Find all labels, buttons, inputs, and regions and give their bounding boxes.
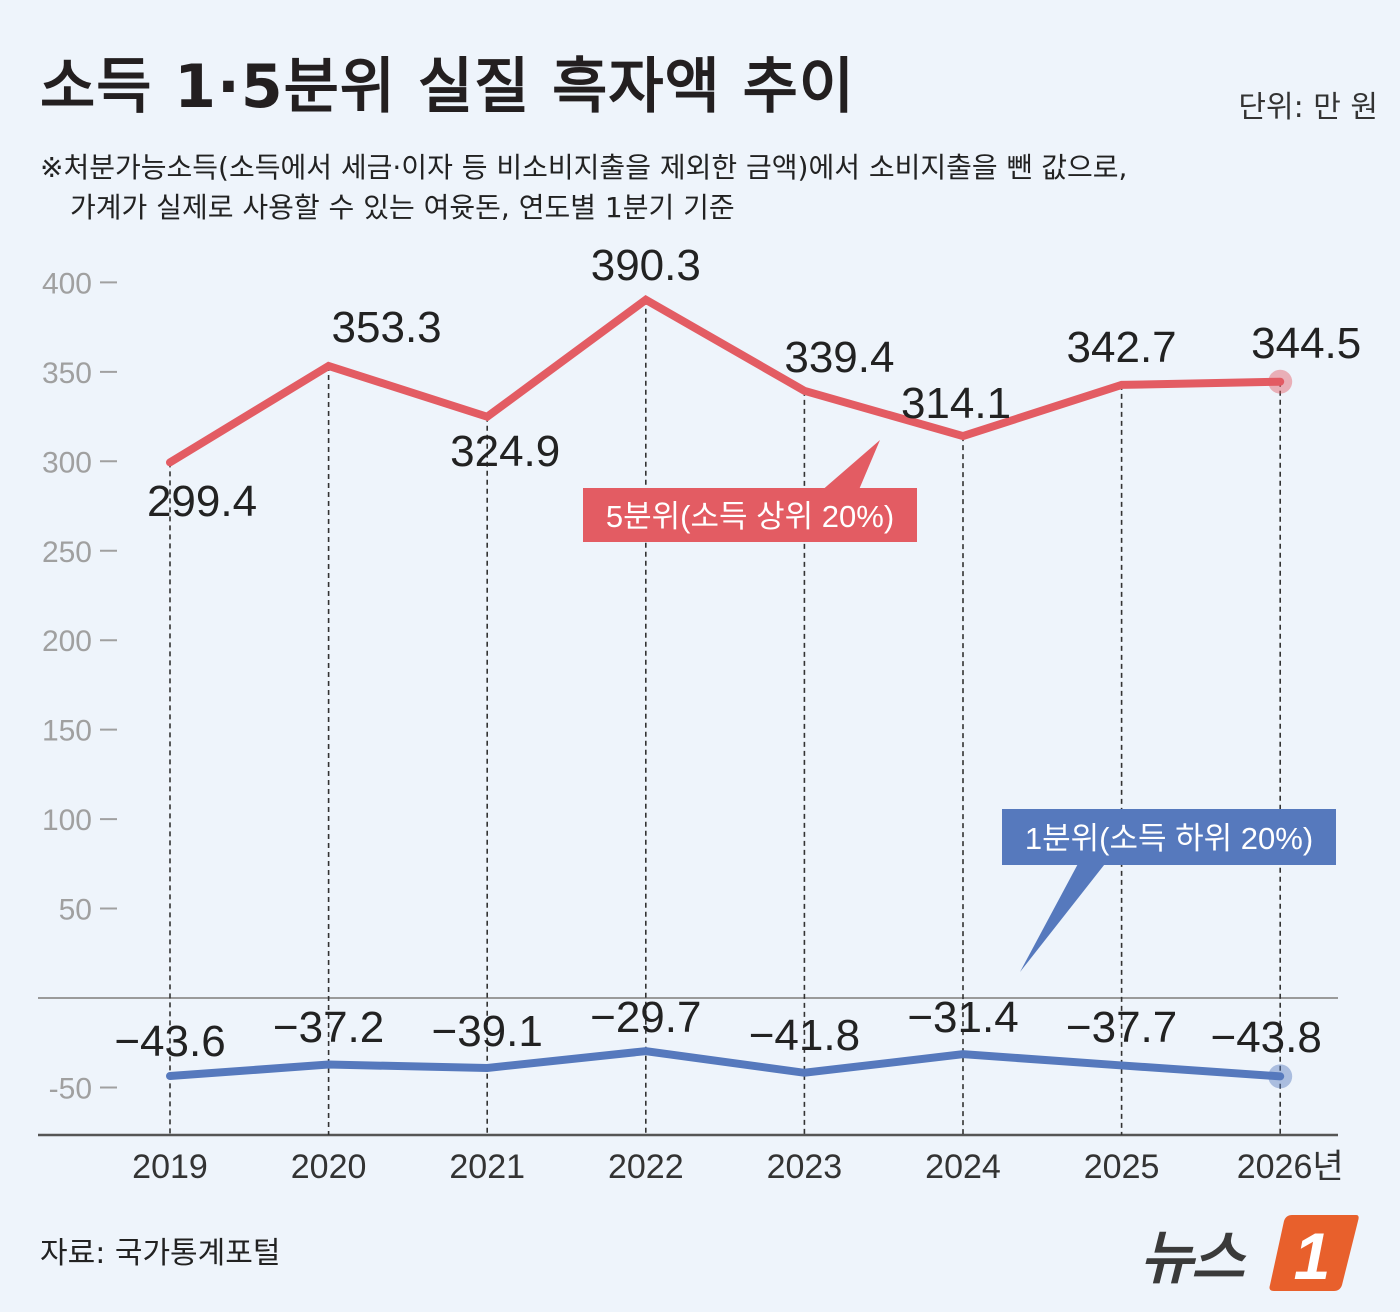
- source-label: 자료: 국가통계포털: [40, 1236, 281, 1271]
- y-tick-label: 250: [42, 536, 92, 569]
- logo-badge-label: 1: [1294, 1219, 1331, 1293]
- y-tick-label: 300: [42, 446, 92, 479]
- y-tick-label: 150: [42, 715, 92, 748]
- logo-wordmark: 뉴스: [1140, 1224, 1245, 1292]
- y-tick-label: 50: [59, 894, 92, 927]
- y-tick-label: 100: [42, 804, 92, 837]
- data-label-bottom: −43.6: [114, 1017, 225, 1066]
- data-label-top: 299.4: [147, 477, 257, 526]
- series-line-bottom-end-marker: [1268, 1064, 1293, 1089]
- y-tick-label: 350: [42, 357, 92, 390]
- y-tick-label: 400: [42, 267, 92, 300]
- data-label-top: 339.4: [784, 333, 894, 382]
- chart-title: 소득 1·5분위 실질 흑자액 추이: [40, 52, 856, 122]
- legend-pointer-top: [820, 440, 880, 492]
- legend-box-bottom: [1002, 809, 1336, 865]
- chart-note-line-1: ※처분가능소득(소득에서 세금·이자 등 비소비지출을 제외한 금액)에서 소비…: [40, 151, 1128, 184]
- data-label-bottom: −41.8: [749, 1011, 860, 1060]
- data-label-top: 314.1: [901, 379, 1011, 428]
- data-label-top: 353.3: [332, 303, 442, 352]
- legend-label-bottom: 1분위(소득 하위 20%): [1025, 821, 1313, 856]
- chart-note-line-2: 가계가 실제로 사용할 수 있는 여윳돈, 연도별 1분기 기준: [70, 191, 735, 224]
- series-line-top: [166, 294, 1285, 467]
- x-tick-label: 2022: [608, 1148, 684, 1186]
- x-tick-label: 2019: [132, 1148, 208, 1186]
- unit-label: 단위: 만 원: [1238, 90, 1378, 125]
- data-label-bottom: −43.8: [1211, 1013, 1322, 1062]
- logo-badge-icon: 1: [1269, 1215, 1359, 1293]
- data-label-top: 344.5: [1251, 319, 1361, 368]
- legend-label-top: 5분위(소득 상위 20%): [606, 499, 894, 534]
- y-tick-label: -50: [49, 1072, 92, 1105]
- legend-box-top: [583, 488, 917, 542]
- data-label-bottom: −37.7: [1066, 1003, 1177, 1052]
- data-label-top: 324.9: [450, 427, 560, 476]
- x-tick-label: 2026년: [1237, 1148, 1344, 1186]
- x-tick-label: 2020: [291, 1148, 367, 1186]
- x-tick-label: 2024: [925, 1148, 1001, 1186]
- data-label-top: 390.3: [591, 241, 701, 290]
- data-label-top: 342.7: [1067, 323, 1177, 372]
- series-line-top-end-marker: [1268, 369, 1293, 394]
- x-tick-label: 2023: [767, 1148, 843, 1186]
- data-label-bottom: −29.7: [590, 993, 701, 1042]
- legend-pointer-bottom: [1020, 860, 1108, 972]
- x-tick-label: 2021: [449, 1148, 525, 1186]
- data-label-bottom: −37.2: [273, 1003, 384, 1052]
- data-label-bottom: −31.4: [907, 993, 1018, 1042]
- news1-logo: 뉴스 1: [1140, 1205, 1370, 1295]
- data-label-bottom: −39.1: [432, 1007, 543, 1056]
- x-tick-label: 2025: [1084, 1148, 1160, 1186]
- series-line-bottom: [166, 1047, 1285, 1081]
- y-tick-label: 200: [42, 625, 92, 658]
